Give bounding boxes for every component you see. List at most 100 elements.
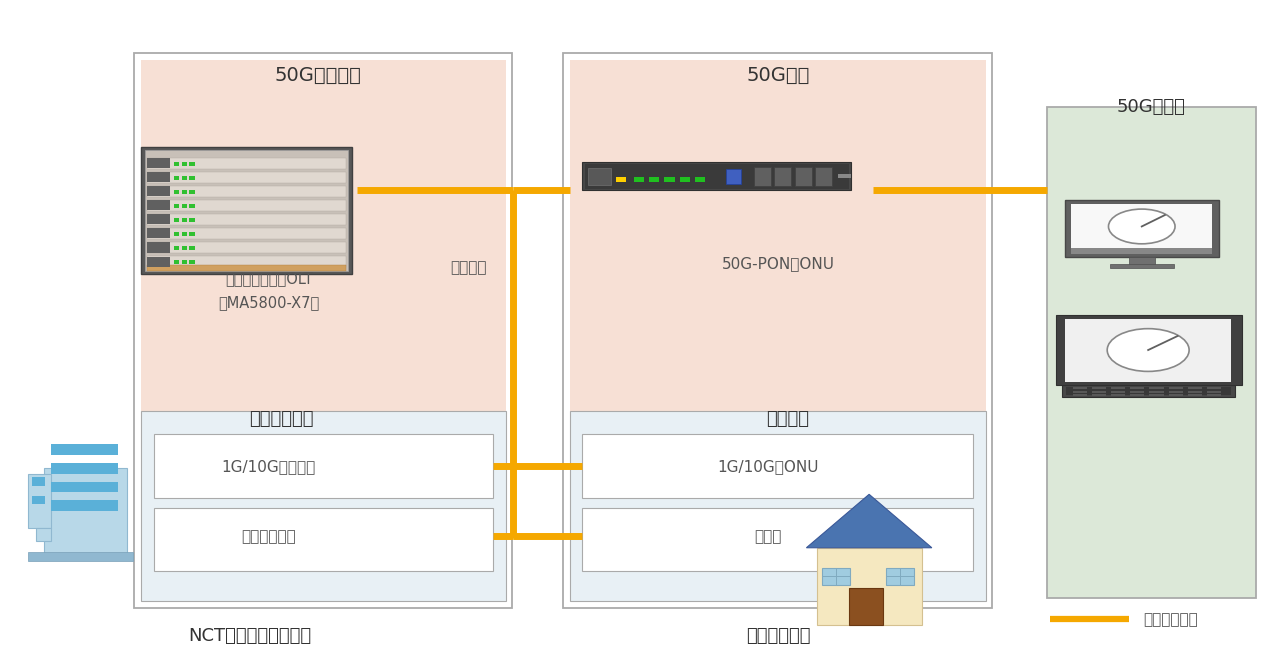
Bar (585, 164, 849, 189)
Bar (1188, 387, 1202, 389)
Bar (141, 411, 506, 601)
Bar (32, 477, 45, 486)
Bar (1111, 394, 1125, 396)
Bar (1169, 391, 1183, 393)
Bar (147, 257, 170, 267)
Bar (174, 260, 179, 264)
Bar (189, 204, 195, 208)
Bar (182, 218, 187, 222)
Bar (680, 177, 690, 182)
Bar (1092, 394, 1106, 396)
Bar (849, 588, 883, 625)
Bar (141, 60, 506, 411)
Bar (1149, 394, 1164, 396)
Bar (147, 200, 170, 210)
Bar (563, 53, 992, 608)
Bar (189, 162, 195, 166)
Bar (182, 232, 187, 236)
Bar (1047, 107, 1256, 598)
Bar (795, 167, 812, 186)
Bar (1092, 387, 1106, 389)
Bar (51, 444, 118, 455)
Polygon shape (806, 494, 932, 548)
Bar (582, 162, 851, 190)
Bar (182, 176, 187, 180)
Bar (32, 496, 45, 504)
Bar (182, 190, 187, 194)
Bar (174, 232, 179, 236)
Bar (147, 214, 170, 224)
Bar (1169, 387, 1183, 389)
Text: 既設端末: 既設端末 (765, 410, 809, 428)
Text: 50G測定器: 50G測定器 (1116, 98, 1185, 116)
Bar (147, 200, 346, 211)
Bar (1149, 387, 1164, 389)
Bar (28, 552, 133, 561)
Bar (147, 256, 346, 267)
Bar (774, 167, 791, 186)
Bar (36, 528, 51, 541)
Text: 1G/10G　ONU: 1G/10G ONU (717, 459, 819, 474)
Bar (147, 172, 346, 183)
Bar (1066, 387, 1231, 395)
Bar (147, 242, 170, 253)
Circle shape (1108, 209, 1175, 244)
Bar (1207, 394, 1221, 396)
Bar (649, 177, 659, 182)
Bar (1065, 319, 1231, 382)
Bar (189, 246, 195, 250)
Bar (1129, 257, 1155, 265)
Bar (189, 232, 195, 236)
Text: 放送システム: 放送システム (242, 529, 296, 544)
Bar (147, 242, 346, 253)
Bar (28, 474, 51, 528)
Circle shape (1107, 329, 1189, 371)
Text: 50G端末: 50G端末 (746, 66, 810, 85)
Bar (817, 548, 922, 625)
Bar (1056, 315, 1242, 385)
Bar (1111, 391, 1125, 393)
Bar (1188, 391, 1202, 393)
Bar (44, 468, 127, 554)
Bar (134, 53, 512, 608)
Bar (1073, 387, 1087, 389)
Bar (570, 411, 986, 601)
Bar (1130, 387, 1144, 389)
Text: シンクレイヤ製OLT
［MA5800-X7］: シンクレイヤ製OLT ［MA5800-X7］ (218, 271, 320, 310)
Bar (1169, 394, 1183, 396)
Bar (147, 186, 346, 197)
Bar (1110, 264, 1174, 268)
Bar (1207, 387, 1221, 389)
Bar (51, 482, 118, 492)
Text: NCT本社センター設備: NCT本社センター設備 (188, 627, 311, 645)
Bar (1207, 391, 1221, 393)
Bar (582, 508, 973, 571)
Bar (616, 177, 626, 182)
Bar (182, 246, 187, 250)
Bar (174, 218, 179, 222)
Bar (1130, 394, 1144, 396)
Bar (634, 177, 644, 182)
Bar (838, 174, 851, 178)
Bar (182, 204, 187, 208)
Text: 光伝送路: 光伝送路 (449, 260, 486, 275)
Bar (1130, 391, 1144, 393)
Bar (588, 168, 611, 185)
Bar (51, 463, 118, 474)
Bar (1111, 387, 1125, 389)
Bar (726, 169, 741, 184)
Bar (1149, 391, 1164, 393)
Bar (182, 162, 187, 166)
Bar (1073, 391, 1087, 393)
Bar (147, 172, 170, 182)
Bar (664, 177, 675, 182)
Bar (1065, 200, 1219, 257)
Text: 50G-PON　ONU: 50G-PON ONU (722, 257, 835, 271)
Bar (147, 186, 170, 196)
Bar (174, 162, 179, 166)
Bar (189, 260, 195, 264)
Bar (147, 228, 346, 239)
Bar (886, 568, 914, 584)
Bar (570, 60, 986, 411)
Bar (1188, 394, 1202, 396)
